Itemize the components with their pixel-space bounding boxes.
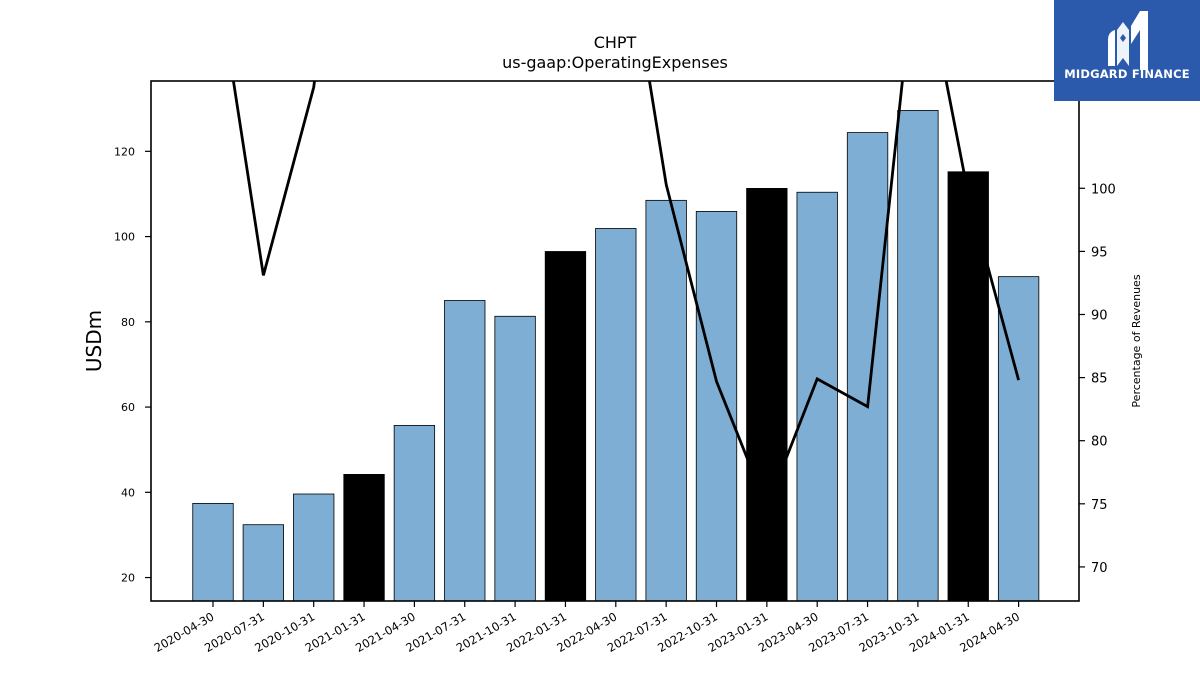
y-axis-label: USDm [82,310,106,372]
y2-tick-label: 85 [1091,372,1108,387]
logo-text: MIDGARD FINANCE [1064,67,1190,81]
bar-2023-04-30 [796,191,838,602]
bar-2023-07-31 [846,132,889,602]
bar-2021-01-31 [343,474,385,602]
bar-2023-10-31 [897,110,939,602]
y2-axis-label: Percentage of Revenues [1130,274,1143,407]
chart-subtitle: us-gaap:OperatingExpenses [502,53,728,72]
midgard-m-logo-icon [1108,11,1148,70]
y2-tick-label: 90 [1091,308,1108,323]
y-axis-ticks: 20 40 60 80 100 120 [114,145,151,585]
percentage-line [232,81,1020,512]
bar-series [192,110,1040,602]
bar-2020-04-30 [192,502,234,602]
y-tick-label: 100 [114,231,135,244]
y2-tick-label: 80 [1091,435,1108,450]
bar-2023-01-31 [746,188,788,602]
bar-2020-07-31 [242,524,285,602]
bar-2021-10-31 [494,315,536,602]
y-tick-label: 40 [121,486,135,499]
bar-2020-10-31 [293,493,335,602]
bar-2022-07-31 [645,199,687,602]
plot-frame [150,80,1080,602]
y2-tick-label: 100 [1091,182,1116,197]
y-tick-label: 120 [114,145,135,158]
y2-axis-ticks: 70 75 80 85 90 95 100 [1079,182,1116,576]
y-tick-label: 60 [121,401,135,414]
y2-tick-label: 75 [1091,498,1108,513]
x-axis-ticks: 2020-04-302020-07-312020-10-312021-01-31… [152,601,1022,655]
y-tick-label: 80 [121,316,135,329]
bar-2024-01-31 [947,171,989,602]
bar-2022-10-31 [695,211,738,602]
y2-tick-label: 70 [1091,561,1108,576]
bar-2022-01-31 [544,251,587,602]
bar-2021-07-31 [444,300,486,602]
y-tick-label: 20 [121,572,135,585]
bar-2021-04-30 [393,424,436,602]
y2-tick-label: 95 [1091,245,1108,260]
bar-2022-04-30 [595,228,637,602]
midgard-finance-logo: MIDGARD FINANCE [1054,0,1200,101]
chart-title: CHPT [594,33,637,52]
